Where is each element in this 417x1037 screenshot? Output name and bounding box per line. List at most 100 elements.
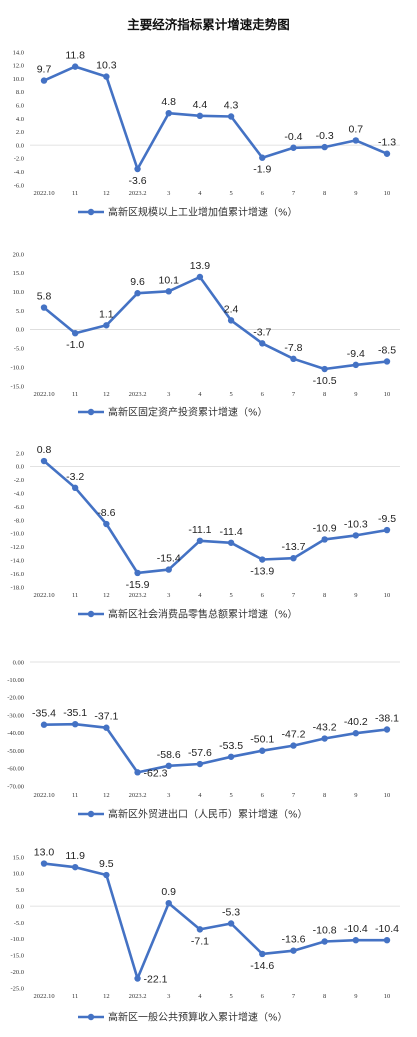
x-tick-label: 3 bbox=[167, 792, 170, 799]
x-tick-label: 3 bbox=[167, 592, 170, 599]
chart-foreign-trade: -70.00 -60.00 -50.00 -40.00 -30.00 -20.00 -10.… bbox=[7, 659, 400, 821]
y-tick-label: 6.0 bbox=[16, 103, 24, 110]
y-tick-label: 14.0 bbox=[13, 49, 24, 56]
x-tick-label: 7 bbox=[292, 592, 296, 599]
y-tick-label: -2.0 bbox=[14, 156, 24, 163]
x-tick-label: 10 bbox=[384, 190, 391, 197]
y-tick-label: 0.0 bbox=[16, 903, 24, 910]
data-point bbox=[352, 532, 360, 539]
data-point bbox=[103, 73, 110, 80]
y-tick-label: -10.0 bbox=[10, 936, 24, 943]
data-point bbox=[227, 753, 235, 760]
y-tick-label: 2.0 bbox=[16, 129, 24, 136]
data-point bbox=[165, 109, 172, 117]
chart-fixed-asset-investment: -15.0 -10.0 -5.0 0.0 5.0 10.0 15.0 20.0 2022.10 1… bbox=[10, 251, 400, 419]
x-tick-label: 7 bbox=[292, 391, 296, 398]
data-point bbox=[103, 520, 110, 528]
legend-marker bbox=[87, 610, 95, 618]
data-point bbox=[290, 947, 297, 954]
x-tick-label: 8 bbox=[323, 592, 326, 599]
data-label: -3.2 bbox=[66, 471, 84, 483]
data-point bbox=[227, 113, 235, 120]
y-tick-label: -60.00 bbox=[7, 766, 24, 773]
x-tick-label: 8 bbox=[323, 993, 326, 1000]
y-tick-label: 20.0 bbox=[13, 251, 24, 258]
data-label: -1.0 bbox=[66, 339, 84, 351]
data-label: -35.4 bbox=[32, 708, 56, 720]
legend-label: 高新区规模以上工业增加值累计增速（%） bbox=[108, 206, 298, 219]
y-tick-label: -4.0 bbox=[14, 491, 24, 498]
data-point bbox=[103, 724, 110, 731]
legend-label: 高新区社会消费品零售总额累计增速（%） bbox=[108, 608, 298, 621]
data-label: -15.9 bbox=[126, 579, 150, 591]
data-point bbox=[383, 526, 391, 534]
data-label: 1.1 bbox=[99, 308, 114, 320]
y-tick-label: -18.0 bbox=[10, 584, 24, 591]
x-tick-label: 11 bbox=[72, 391, 78, 398]
x-tick-label: 4 bbox=[198, 792, 202, 799]
y-tick-label: -8.0 bbox=[14, 517, 24, 524]
data-label: -47.2 bbox=[281, 729, 305, 741]
data-point bbox=[290, 144, 297, 151]
x-tick-label: 2022.10 bbox=[33, 792, 54, 799]
x-tick-label: 5 bbox=[229, 993, 232, 1000]
y-tick-label: 15.0 bbox=[13, 270, 24, 277]
data-point bbox=[352, 730, 360, 737]
data-label: 4.3 bbox=[224, 100, 239, 112]
x-tick-label: 2023.2 bbox=[129, 592, 147, 599]
y-tick-label: 5.0 bbox=[16, 887, 24, 894]
data-label: 11.9 bbox=[65, 850, 85, 862]
data-label: -10.4 bbox=[375, 923, 399, 935]
data-point bbox=[196, 273, 204, 281]
data-label: -40.2 bbox=[344, 716, 368, 728]
series-line bbox=[43, 65, 388, 171]
x-tick-label: 7 bbox=[292, 792, 296, 799]
x-tick-label: 2023.2 bbox=[129, 190, 147, 197]
data-point bbox=[227, 539, 235, 546]
x-tick-label: 10 bbox=[384, 391, 391, 398]
data-point bbox=[71, 484, 79, 492]
x-tick-label: 11 bbox=[72, 993, 78, 1000]
x-tick-label: 5 bbox=[229, 391, 232, 398]
y-tick-label: -15.0 bbox=[10, 953, 24, 960]
y-tick-label: 12.0 bbox=[13, 63, 24, 70]
data-point bbox=[134, 569, 141, 577]
x-tick-label: 7 bbox=[292, 993, 296, 1000]
data-label: 4.4 bbox=[193, 99, 208, 111]
data-point bbox=[134, 290, 141, 297]
x-tick-label: 3 bbox=[167, 993, 170, 1000]
x-tick-label: 6 bbox=[261, 190, 265, 197]
data-label: 10.3 bbox=[96, 60, 117, 72]
x-tick-label: 10 bbox=[384, 792, 391, 799]
data-point bbox=[227, 317, 235, 324]
x-tick-label: 12 bbox=[103, 993, 110, 1000]
y-tick-label: -12.0 bbox=[10, 544, 24, 551]
data-label: 5.8 bbox=[37, 291, 52, 303]
data-label: -13.6 bbox=[281, 934, 305, 946]
data-point bbox=[259, 340, 266, 347]
y-tick-label: 0.0 bbox=[16, 142, 24, 149]
y-tick-label: -4.0 bbox=[14, 169, 24, 176]
y-tick-label: 0.0 bbox=[16, 327, 24, 334]
y-tick-label: -2.0 bbox=[14, 477, 24, 484]
data-label: -10.3 bbox=[344, 518, 368, 530]
x-tick-label: 9 bbox=[354, 592, 357, 599]
data-label: -14.6 bbox=[250, 960, 274, 972]
y-tick-label: -14.0 bbox=[10, 558, 24, 565]
x-tick-label: 4 bbox=[198, 592, 202, 599]
x-tick-label: 6 bbox=[261, 792, 265, 799]
legend-label: 高新区一般公共预算收入累计增速（%） bbox=[108, 1011, 288, 1024]
data-point bbox=[290, 355, 297, 363]
y-tick-label: 10.0 bbox=[13, 871, 24, 878]
series-line bbox=[43, 275, 388, 371]
data-point bbox=[259, 556, 266, 563]
y-tick-label: -6.0 bbox=[14, 504, 24, 511]
y-tick-label: 2.0 bbox=[16, 450, 24, 457]
data-label: 4.8 bbox=[161, 96, 176, 108]
data-point bbox=[321, 365, 328, 373]
series-line bbox=[43, 862, 387, 980]
x-tick-label: 11 bbox=[72, 592, 78, 599]
data-point bbox=[321, 938, 328, 945]
data-label: -11.4 bbox=[220, 526, 243, 538]
data-point bbox=[71, 863, 79, 871]
